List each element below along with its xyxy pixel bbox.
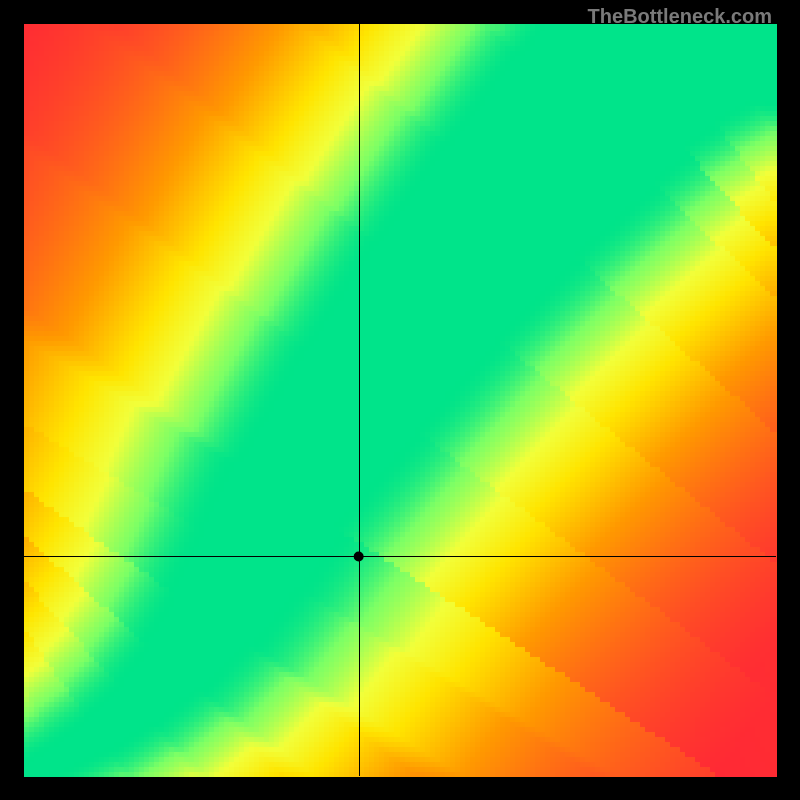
bottleneck-heatmap	[0, 0, 800, 800]
watermark-text: TheBottleneck.com	[588, 6, 772, 29]
chart-container: TheBottleneck.com	[0, 0, 800, 800]
